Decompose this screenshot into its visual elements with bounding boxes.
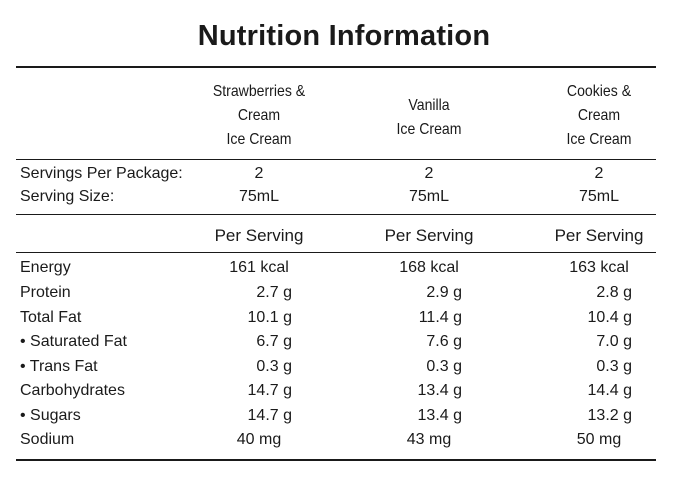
per-serving-header: Per Serving — [214, 226, 304, 245]
nutrient-value: 13.2 g — [587, 407, 632, 424]
nutrient-label-protein: Protein — [20, 284, 71, 301]
nutrient-value: 14.4 g — [587, 382, 632, 399]
nutrient-label-total-fat: Total Fat — [20, 309, 82, 326]
divider — [16, 252, 656, 253]
page-title: Nutrition Information — [197, 20, 491, 52]
serving-size-value: 75mL — [408, 188, 450, 205]
product-header-vanilla: Vanilla Ice Cream — [363, 94, 495, 142]
serving-size-value: 75mL — [238, 188, 280, 205]
nutrient-value: 14.7 g — [247, 407, 292, 424]
per-serving-header: Per Serving — [554, 226, 644, 245]
nutrient-value: 13.4 g — [417, 382, 462, 399]
nutrient-value: 11.4 g — [418, 309, 462, 326]
nutrient-value: 13.4 g — [417, 407, 462, 424]
nutrient-value: 168 kcal — [399, 259, 459, 276]
nutrient-value: 0.3 g — [596, 358, 632, 375]
servings-per-package-label: Servings Per Package: — [20, 165, 183, 182]
nutrient-value: 43 mg — [406, 431, 452, 448]
nutrient-value: 2.9 g — [426, 284, 462, 301]
product-name-line: Ice Cream — [396, 121, 462, 138]
servings-per-package-value: 2 — [594, 165, 604, 182]
nutrient-label-trans-fat: • Trans Fat — [20, 358, 98, 375]
nutrient-value: 161 kcal — [229, 259, 289, 276]
nutrient-value: 2.7 g — [256, 284, 292, 301]
nutrient-value: 163 kcal — [569, 259, 629, 276]
product-header-cookies: Cookies & Cream Ice Cream — [533, 80, 665, 152]
divider — [16, 214, 656, 215]
product-header-strawberries: Strawberries & Cream Ice Cream — [193, 80, 325, 152]
nutrient-value: 7.6 g — [426, 333, 462, 350]
nutrient-value: 0.3 g — [426, 358, 462, 375]
nutrient-value: 14.7 g — [247, 382, 292, 399]
nutrient-value: 7.0 g — [596, 333, 632, 350]
nutrient-label-energy: Energy — [20, 259, 71, 276]
serving-size-value: 75mL — [578, 188, 620, 205]
product-name-line: Cookies & — [566, 83, 632, 100]
nutrient-label-carbohydrates: Carbohydrates — [20, 382, 125, 399]
product-name-line: Ice Cream — [566, 131, 632, 148]
servings-per-package-value: 2 — [254, 165, 264, 182]
per-serving-header: Per Serving — [384, 226, 474, 245]
nutrient-label-sugars: • Sugars — [20, 407, 81, 424]
nutrient-value: 50 mg — [576, 431, 622, 448]
nutrient-label-sodium: Sodium — [20, 431, 75, 448]
nutrient-value: 10.4 g — [587, 309, 632, 326]
top-rule — [16, 66, 656, 68]
product-name-line: Ice Cream — [226, 131, 292, 148]
servings-per-package-value: 2 — [424, 165, 434, 182]
nutrient-value: 2.8 g — [596, 284, 632, 301]
nutrient-label-saturated-fat: • Saturated Fat — [20, 333, 127, 350]
product-name-line: Cream — [237, 107, 281, 124]
bottom-rule — [16, 459, 656, 461]
nutrient-value: 40 mg — [236, 431, 282, 448]
nutrient-value: 0.3 g — [256, 358, 292, 375]
product-name-line: Cream — [577, 107, 621, 124]
nutrient-value: 6.7 g — [256, 333, 292, 350]
product-name-line: Vanilla — [408, 97, 450, 114]
nutrient-value: 10.1 g — [247, 309, 292, 326]
product-name-line: Strawberries & — [212, 83, 306, 100]
divider — [16, 159, 656, 160]
serving-size-label: Serving Size: — [20, 188, 115, 205]
